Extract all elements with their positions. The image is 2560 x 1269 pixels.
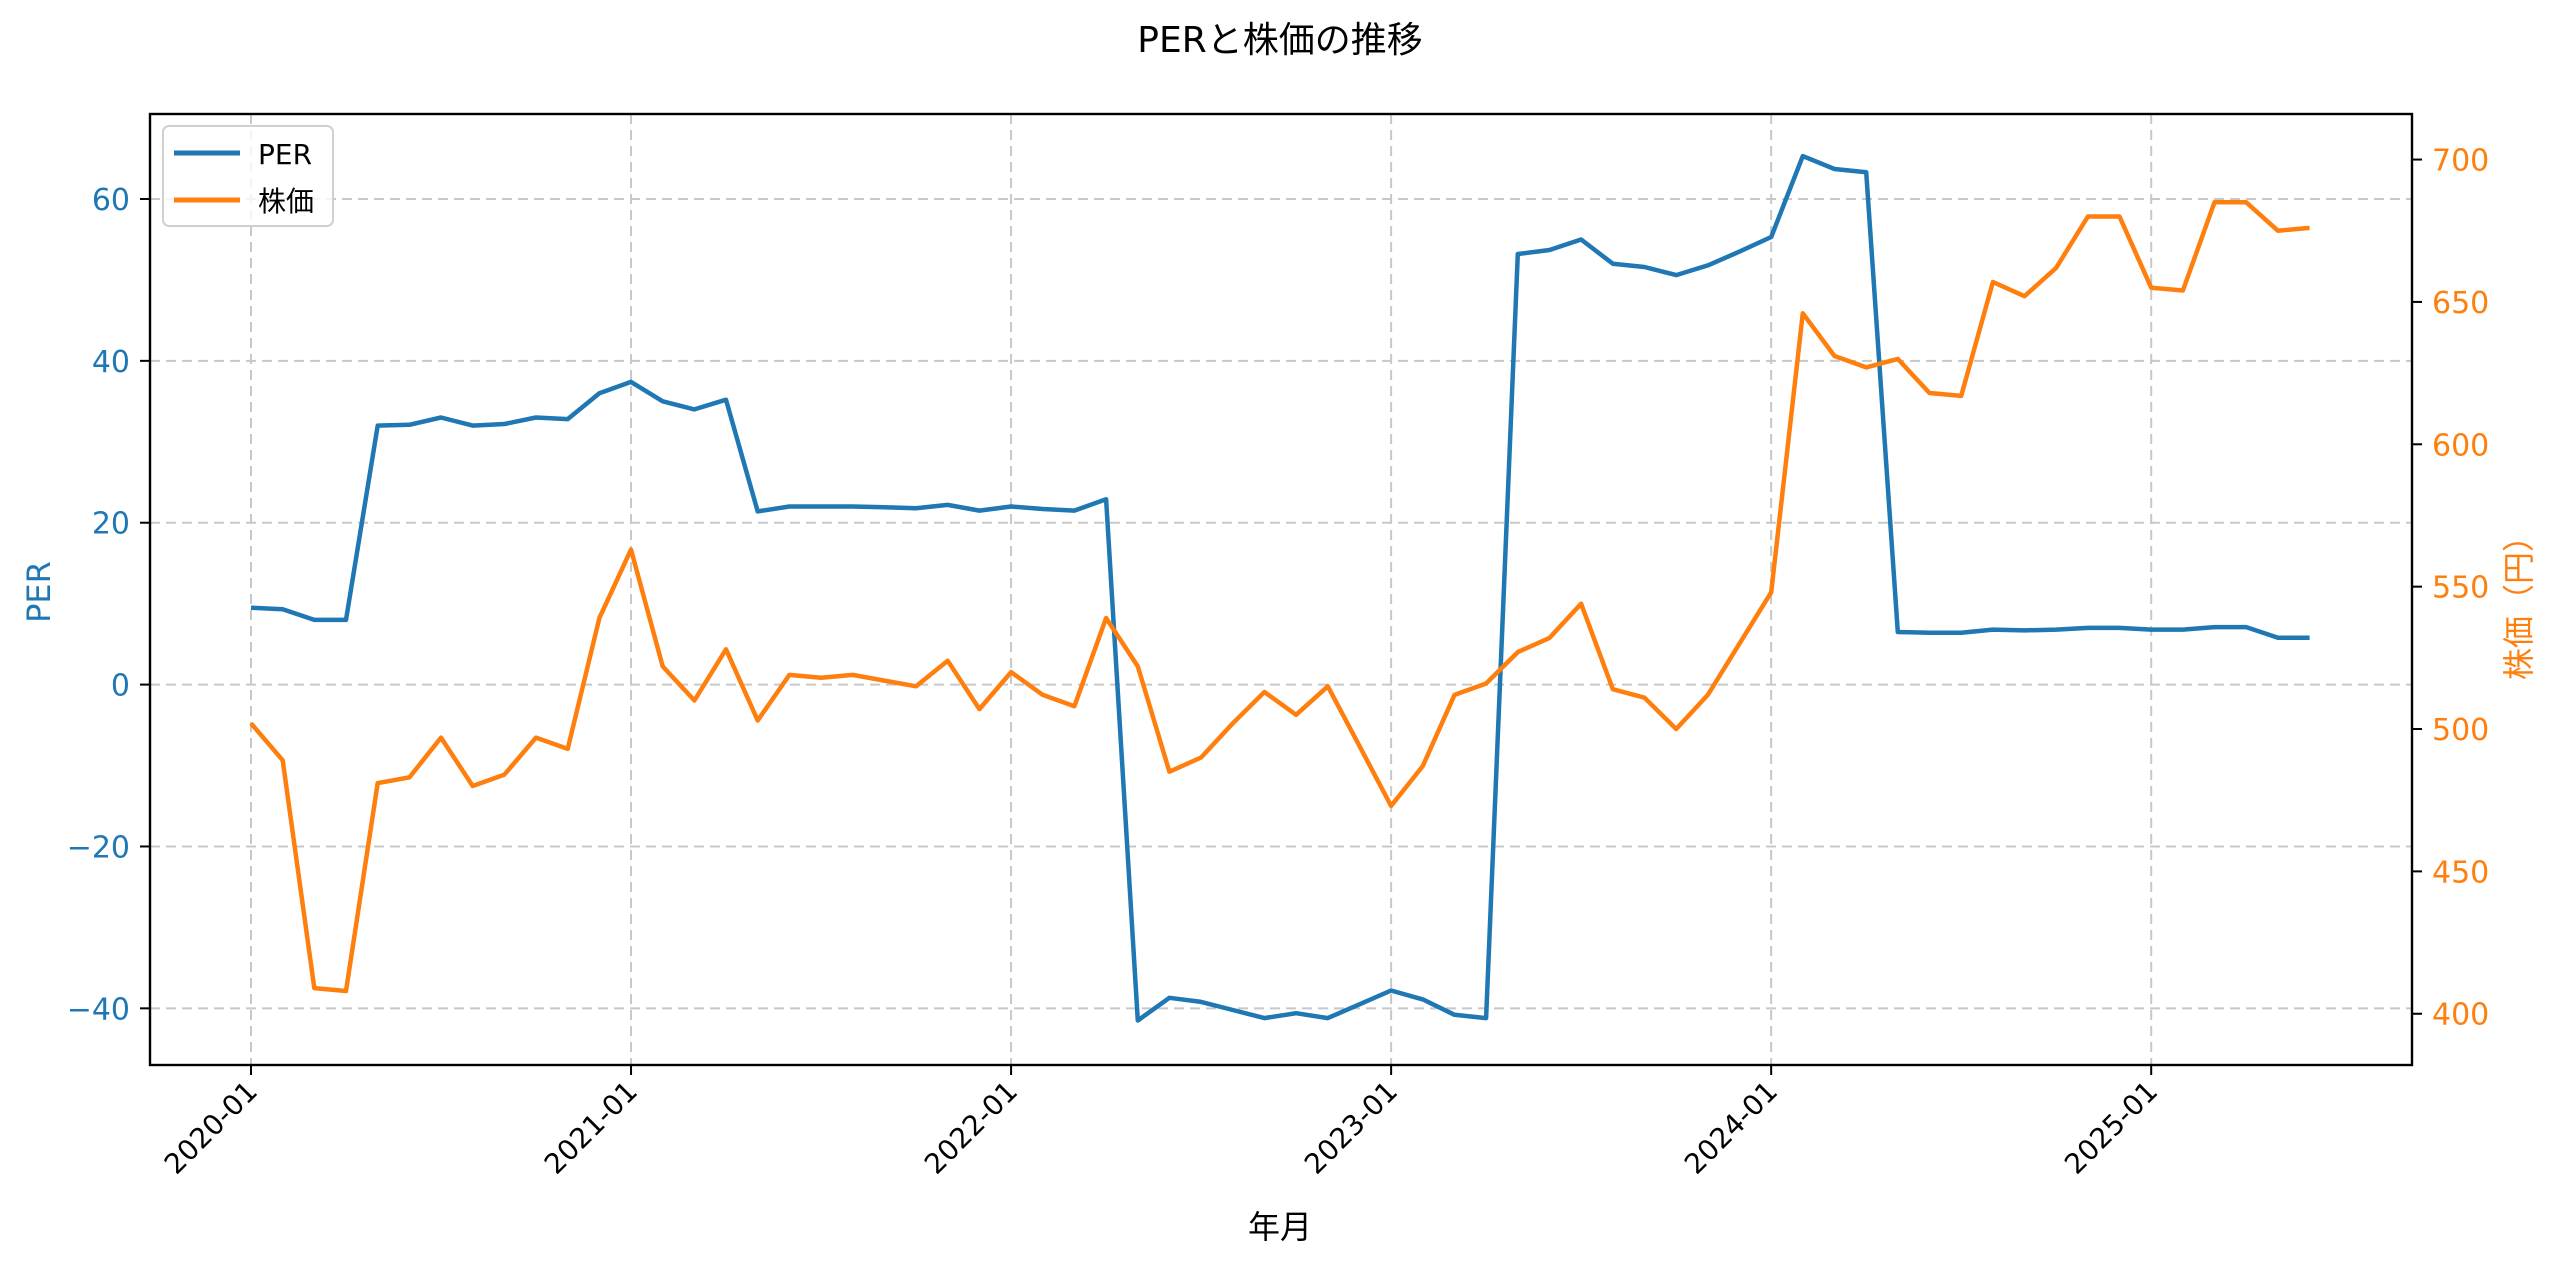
left-tick-label: −40 <box>67 992 130 1027</box>
legend-per-label: PER <box>258 138 312 171</box>
right-y-axis-label: 株価（円） <box>2500 520 2538 680</box>
right-tick-label: 600 <box>2432 428 2489 463</box>
right-tick-label: 550 <box>2432 571 2489 606</box>
left-tick-label: 20 <box>92 507 130 542</box>
right-tick-label: 400 <box>2432 998 2489 1033</box>
x-tick-label: 2024-01 <box>1678 1075 1784 1181</box>
right-tick-label: 500 <box>2432 713 2489 748</box>
x-axis-label: 年月 <box>1248 1208 1312 1246</box>
x-tick-label: 2022-01 <box>918 1075 1024 1181</box>
left-tick-label: 60 <box>92 183 130 218</box>
left-y-axis: −40 −20 0 20 40 60 <box>67 183 150 1027</box>
chart-title: PERと株価の推移 <box>1137 20 1422 61</box>
grid-lines <box>150 114 2412 1065</box>
right-tick-label: 650 <box>2432 286 2489 321</box>
per-line <box>250 153 2310 1023</box>
legend-price-label: 株価 <box>258 185 314 218</box>
x-tick-label: 2021-01 <box>538 1075 644 1181</box>
plot-lines <box>249 153 2310 1023</box>
x-tick-label: 2023-01 <box>1298 1075 1404 1181</box>
right-y-axis: 400 450 500 550 600 650 700 <box>2412 144 2489 1033</box>
left-tick-label: 0 <box>111 669 130 704</box>
x-tick-label: 2020-01 <box>158 1075 264 1181</box>
right-tick-label: 450 <box>2432 855 2489 890</box>
plot-frame <box>148 112 2414 1067</box>
left-tick-label: 40 <box>92 345 130 380</box>
left-y-axis-label: PER <box>20 561 58 623</box>
legend: PER 株価 <box>162 125 334 227</box>
x-tick-label: 2025-01 <box>2058 1075 2164 1181</box>
right-tick-label: 700 <box>2432 144 2489 179</box>
price-line <box>249 200 2310 994</box>
x-axis: 2020-01 2021-01 2022-01 2023-01 2024-01 2025-… <box>158 1065 2164 1181</box>
left-tick-label: −20 <box>67 830 130 865</box>
